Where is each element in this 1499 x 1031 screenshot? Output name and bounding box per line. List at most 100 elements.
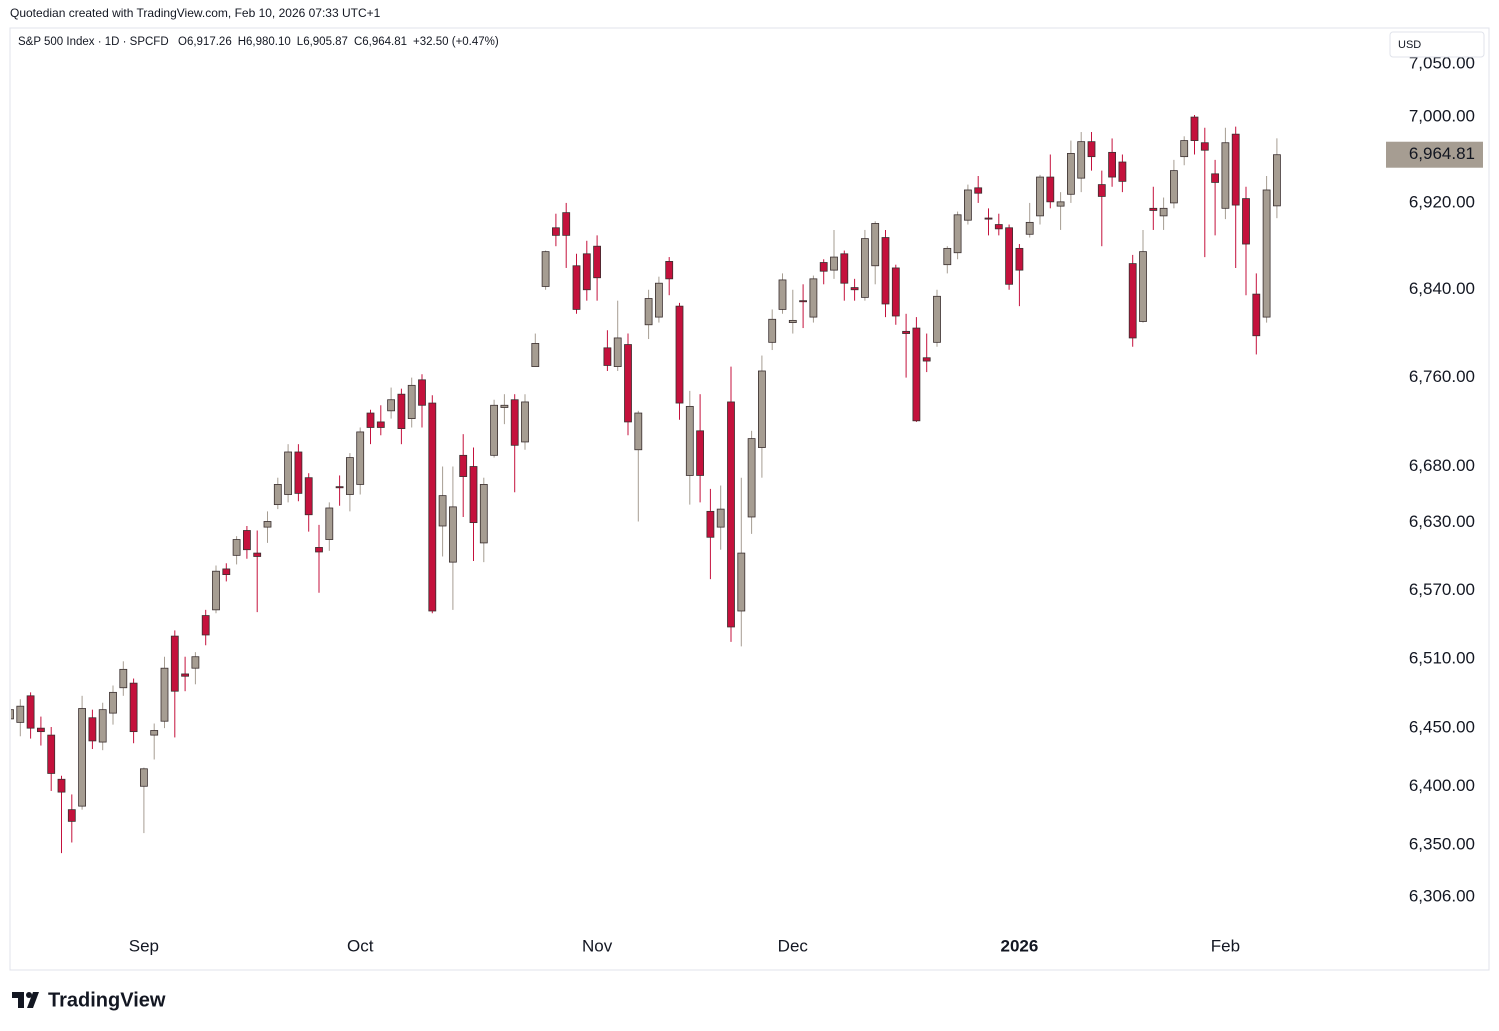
candle-body — [67, 809, 76, 822]
candle-body — [387, 399, 396, 412]
candle-body — [974, 187, 983, 194]
candle-body — [315, 547, 323, 553]
candle-body — [881, 237, 890, 305]
candle-body — [366, 412, 375, 428]
axes: 7,050.00 7,000.00 6,920.00 6,840.00 6,760.00… — [129, 53, 1483, 955]
candle-body — [1273, 154, 1281, 207]
candle-body — [861, 238, 869, 298]
chart-title: S&P 500 Index · 1D · SPCFD — [18, 36, 169, 48]
y-tick-label: 6,680.00 — [1409, 456, 1475, 475]
candle-body — [129, 682, 138, 733]
candle-body — [644, 298, 653, 326]
candle-body — [943, 247, 952, 266]
y-tick-label: 7,000.00 — [1409, 107, 1475, 126]
candle-body — [964, 189, 972, 221]
candle-body — [448, 506, 457, 563]
candle-body — [1056, 201, 1065, 207]
candle-body — [345, 457, 354, 495]
candle-body — [984, 217, 993, 220]
x-tick-label: Sep — [129, 936, 159, 955]
candle-body — [16, 705, 25, 723]
ohlc-value: C6,964.81 — [354, 36, 407, 48]
currency: USD — [1398, 39, 1421, 51]
currency-box — [1389, 31, 1485, 58]
candle-body — [232, 539, 241, 556]
candle-body — [685, 405, 694, 476]
candle-body — [1149, 207, 1158, 211]
candle-body — [572, 265, 581, 310]
candle-body — [1046, 176, 1055, 203]
candle-body — [263, 521, 272, 528]
candle-body — [830, 256, 838, 271]
x-tick-label: Oct — [347, 936, 374, 955]
candle-body — [634, 412, 643, 451]
candle-body — [397, 393, 406, 429]
candle-body — [88, 717, 97, 742]
candle-body — [1231, 133, 1240, 206]
ohlc-value: O6,917.26 — [178, 36, 232, 48]
candle-body — [78, 708, 86, 807]
candle-body — [1087, 141, 1096, 158]
candle-body — [541, 251, 550, 287]
candle-body — [284, 451, 293, 495]
candle-body — [26, 695, 35, 729]
candle-body — [799, 300, 807, 303]
candle-body — [376, 421, 385, 428]
candle-body — [1200, 142, 1209, 151]
ohlc-value: +32.50 (+0.47%) — [413, 36, 499, 48]
y-tick-label: 6,400.00 — [1409, 776, 1475, 795]
candle-body — [500, 404, 509, 408]
candle-body — [37, 727, 45, 733]
candle-body — [1025, 221, 1034, 235]
candle-body — [1242, 198, 1250, 245]
candle-body — [191, 656, 200, 669]
candle-body — [212, 570, 220, 611]
candle-body — [1118, 161, 1127, 182]
candle-body — [407, 384, 416, 419]
candle-body — [325, 507, 334, 540]
candle-body — [1180, 140, 1189, 158]
candle-body — [562, 212, 571, 236]
candle-body — [170, 635, 179, 692]
candle-body — [201, 615, 210, 636]
candle-body — [109, 691, 117, 714]
candle-body — [1211, 173, 1219, 183]
candle-body — [222, 568, 231, 576]
candle-body — [428, 402, 437, 612]
x-tick-label: Dec — [778, 936, 809, 955]
candle-body — [737, 552, 746, 612]
candle-body — [47, 734, 56, 774]
chart-frame — [9, 27, 1490, 971]
candle-body — [1097, 184, 1106, 197]
y-tick-label: 6,570.00 — [1409, 580, 1475, 599]
candle-body — [1170, 170, 1178, 204]
candle-body — [747, 438, 756, 518]
candle-body — [11, 709, 14, 720]
candle-body — [1067, 153, 1075, 195]
candle-body — [242, 530, 251, 551]
ohlc-value: H6,980.10 — [238, 36, 291, 48]
x-tick-label: Feb — [1211, 936, 1240, 955]
y-tick-label: 6,450.00 — [1409, 718, 1475, 737]
candle-body — [655, 282, 663, 318]
ohlc-value: L6,905.87 — [297, 36, 348, 48]
y-tick-label: 6,920.00 — [1409, 192, 1475, 211]
candle-body — [902, 330, 910, 334]
brand-logo — [12, 992, 39, 1008]
candle-body — [819, 262, 828, 272]
candle-body — [953, 214, 962, 254]
logo-shape — [27, 992, 39, 1008]
candle-body — [593, 245, 601, 279]
ohlc-legend: O6,917.26 H6,980.10 L6,905.87 C6,964.81 +32.… — [178, 36, 499, 48]
candle-body — [912, 327, 921, 422]
candle-body — [613, 337, 622, 367]
candle-body — [1077, 141, 1086, 179]
logo-shape — [12, 992, 24, 1008]
logo-shape — [26, 992, 32, 998]
candle-body — [479, 484, 488, 544]
candle-body — [716, 508, 725, 528]
candle-body — [98, 709, 107, 743]
candle-body — [160, 667, 169, 722]
candle-body — [778, 279, 787, 310]
